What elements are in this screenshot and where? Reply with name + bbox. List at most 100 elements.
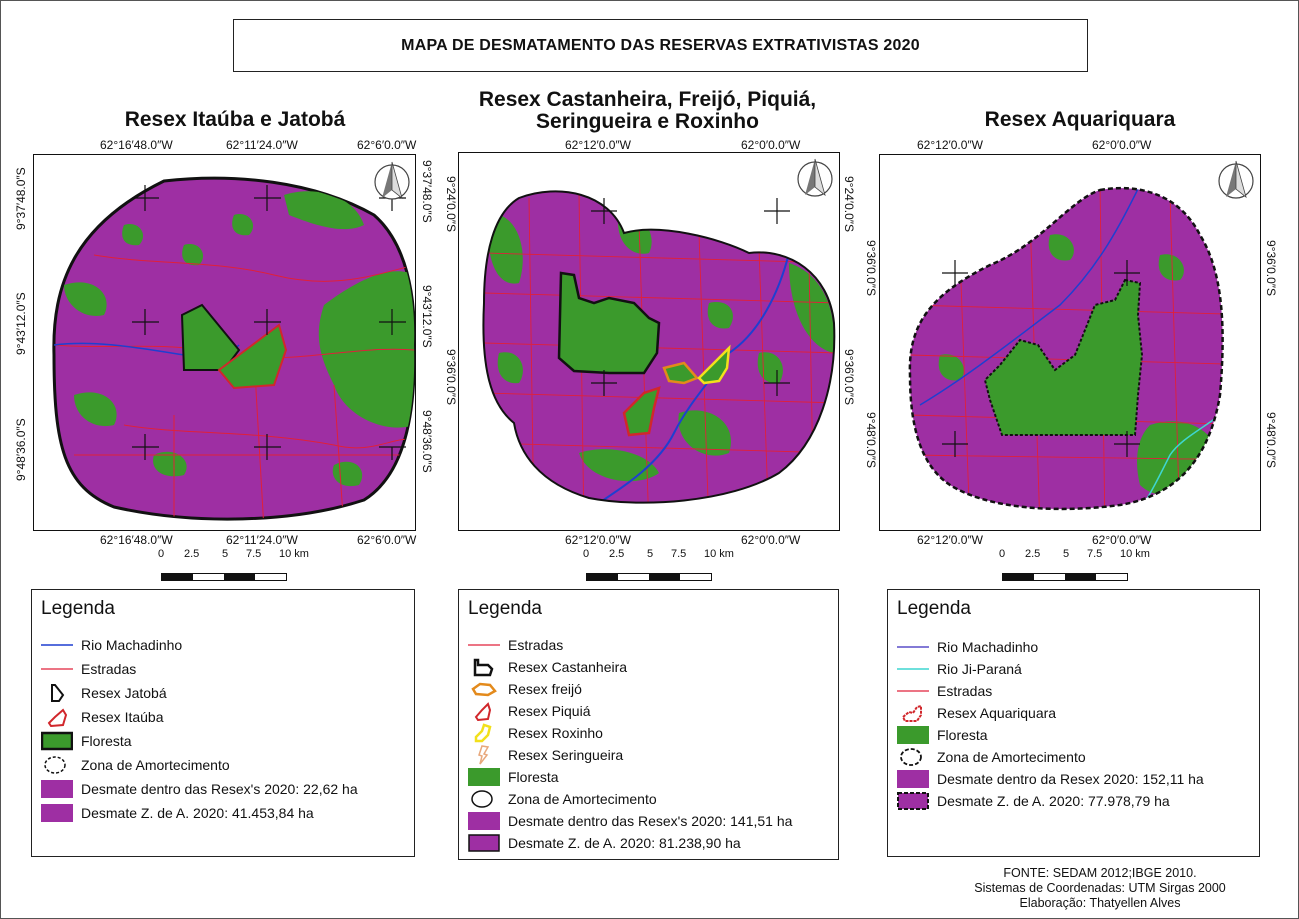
freijo-outline-icon xyxy=(468,679,500,699)
map2-canvas xyxy=(482,158,836,504)
source-line: FONTE: SEDAM 2012;IBGE 2010. xyxy=(1003,866,1197,880)
legend-title: Legenda xyxy=(41,598,115,619)
legend-item: Floresta xyxy=(897,724,988,746)
legend-label: Estradas xyxy=(937,683,993,699)
map1-top-coord-2: 62°11′24.0″W xyxy=(226,138,298,152)
scale-label: 7.5 xyxy=(246,548,262,560)
legend-label: Desmate dentro das Resex's 2020: 141,51 … xyxy=(508,813,793,829)
map2-right-coord-2: 9°36′0.0″S xyxy=(842,349,856,406)
legend-label: Desmate Z. de A. 2020: 77.978,79 ha xyxy=(937,793,1170,809)
legend-item: Resex Itaúba xyxy=(41,706,164,728)
buffer-zone-icon xyxy=(468,789,500,809)
legend-label: Rio Machadinho xyxy=(81,637,183,653)
map1-canvas xyxy=(52,161,415,521)
deforestation-inside-swatch-icon xyxy=(41,779,73,799)
legend-label: Resex Roxinho xyxy=(508,725,603,741)
legend-item: Estradas xyxy=(41,658,136,680)
legend-item: Resex Jatobá xyxy=(41,682,167,704)
map3-right-coord-1: 9°36′0.0″S xyxy=(1264,240,1278,297)
map1-top-coord-1: 62°16′48.0″W xyxy=(100,138,173,152)
map3-top-coord-1: 62°12′0.0″W xyxy=(917,138,983,152)
buffer-zone-icon xyxy=(897,747,929,767)
legend-item: Rio Machadinho xyxy=(897,636,1038,658)
map3-canvas xyxy=(908,160,1254,511)
map1-scale-bar: 0 2.5 5 7.5 10 km xyxy=(156,548,309,582)
road-line-icon xyxy=(468,635,500,655)
scale-label: 7.5 xyxy=(1087,548,1103,560)
legend-label: Floresta xyxy=(81,733,132,749)
road-line-icon xyxy=(41,659,73,679)
legend-item: Desmate dentro das Resex's 2020: 22,62 h… xyxy=(41,778,358,800)
legend-item: Resex Aquariquara xyxy=(897,702,1056,724)
map1-bottom-coord-2: 62°11′24.0″W xyxy=(226,533,298,547)
forest-swatch-icon xyxy=(897,725,929,745)
legend-label: Resex Itaúba xyxy=(81,709,164,725)
seringueira-outline-icon xyxy=(468,745,500,765)
scale-label: 0 xyxy=(158,548,165,560)
map2-top-coord-1: 62°12′0.0″W xyxy=(565,138,631,152)
legend-label: Resex freijó xyxy=(508,681,582,697)
legend-item: Zona de Amortecimento xyxy=(468,788,657,810)
legend-label: Estradas xyxy=(81,661,137,677)
roxinho-outline-icon xyxy=(468,723,500,743)
north-arrow-icon xyxy=(374,161,410,200)
map1-title: Resex Itaúba e Jatobá xyxy=(124,108,346,131)
source-note: FONTE: SEDAM 2012;IBGE 2010. Sistemas de… xyxy=(940,866,1260,911)
legend-item: Resex Seringueira xyxy=(468,744,623,766)
map2-left-coord-1: 9°24′0.0″S xyxy=(444,176,458,233)
legend-2: Legenda Estradas Resex Castanheira Resex… xyxy=(458,589,839,860)
legend-label: Zona de Amortecimento xyxy=(508,791,657,807)
map1-frame xyxy=(33,154,416,531)
river-line-icon xyxy=(41,635,73,655)
legend-label: Desmate Z. de A. 2020: 81.238,90 ha xyxy=(508,835,741,851)
scale-label: 10 km xyxy=(279,548,309,560)
legend-item: Zona de Amortecimento xyxy=(897,746,1086,768)
piquia-outline-icon xyxy=(468,701,500,721)
deforestation-buffer-swatch-icon xyxy=(897,791,929,811)
legend-1: Legenda Rio Machadinho Estradas Resex Ja… xyxy=(31,589,415,857)
scale-label: 0 xyxy=(583,548,590,560)
map2-frame xyxy=(458,152,840,531)
legend-item: Desmate dentro das Resex's 2020: 141,51 … xyxy=(468,810,792,832)
map1-left-coord-2: 9°43′12.0″S xyxy=(14,292,28,355)
legend-label: Floresta xyxy=(508,769,559,785)
legend-3: Legenda Rio Machadinho Rio Ji-Paraná Est… xyxy=(887,589,1260,857)
legend-label: Resex Castanheira xyxy=(508,659,628,675)
scale-label: 0 xyxy=(999,548,1006,560)
map2-bottom-coord-2: 62°0′0.0″W xyxy=(741,533,801,547)
legend-label: Resex Aquariquara xyxy=(937,705,1057,721)
main-title: MAPA DE DESMATAMENTO DAS RESERVAS EXTRAT… xyxy=(233,19,1088,72)
legend-label: Desmate dentro da Resex 2020: 152,11 ha xyxy=(937,771,1204,787)
legend-item: Resex freijó xyxy=(468,678,582,700)
scale-label: 5 xyxy=(222,548,229,560)
map2-top-coord-2: 62°0′0.0″W xyxy=(741,138,801,152)
map1-left-coord-1: 9°37′48.0″S xyxy=(14,167,28,230)
map2-left-coord-2: 9°36′0.0″S xyxy=(444,349,458,406)
author-line: Elaboração: Thatyellen Alves xyxy=(1019,896,1181,910)
legend-label: Desmate dentro das Resex's 2020: 22,62 h… xyxy=(81,781,358,797)
aquariquara-outline-icon xyxy=(897,703,929,723)
scale-label: 2.5 xyxy=(1025,548,1041,560)
legend-item: Floresta xyxy=(468,766,559,788)
legend-item: Desmate Z. de A. 2020: 81.238,90 ha xyxy=(468,832,741,854)
map2-bottom-coord-1: 62°12′0.0″W xyxy=(565,533,631,547)
legend-label: Resex Jatobá xyxy=(81,685,167,701)
legend-label: Rio Ji-Paraná xyxy=(937,661,1022,677)
legend-item: Rio Ji-Paraná xyxy=(897,658,1022,680)
scale-label: 5 xyxy=(647,548,654,560)
map3-bottom-coord-2: 62°0′0.0″W xyxy=(1092,533,1152,547)
map3-bottom-coord-1: 62°12′0.0″W xyxy=(917,533,983,547)
legend-item: Resex Roxinho xyxy=(468,722,603,744)
map1-right-coord-1: 9°37′48.0″S xyxy=(420,160,434,223)
legend-item: Estradas xyxy=(468,634,563,656)
scale-label: 5 xyxy=(1063,548,1070,560)
legend-label: Resex Piquiá xyxy=(508,703,591,719)
map3-frame xyxy=(879,154,1261,531)
deforestation-buffer-swatch-icon xyxy=(41,803,73,823)
north-arrow-icon xyxy=(797,158,833,197)
map3-left-coord-2: 9°48′0.0″S xyxy=(864,412,878,469)
map1-bottom-coord-3: 62°6′0.0″W xyxy=(357,533,417,547)
legend-label: Zona de Amortecimento xyxy=(937,749,1086,765)
deforestation-inside-swatch-icon xyxy=(897,769,929,789)
map3-top-coord-2: 62°0′0.0″W xyxy=(1092,138,1152,152)
